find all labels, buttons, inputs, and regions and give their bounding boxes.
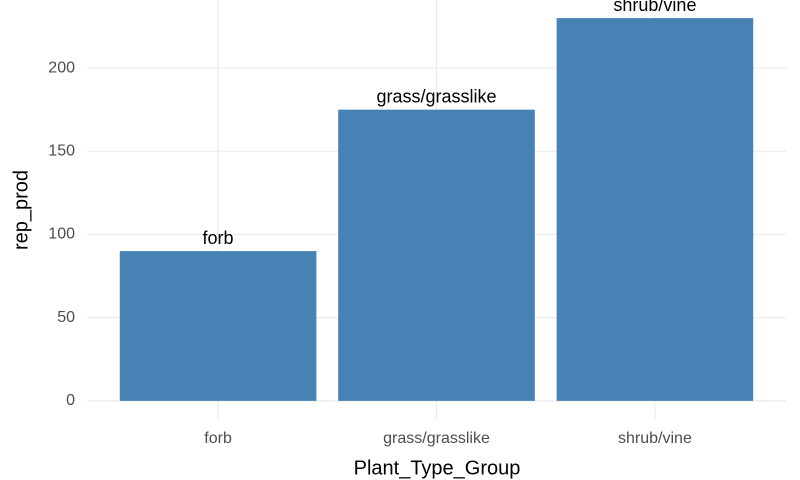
y-tick-label: 150 <box>48 142 75 159</box>
y-tick-label: 50 <box>57 309 75 326</box>
bar <box>338 109 535 401</box>
y-tick-label: 100 <box>48 226 75 243</box>
x-axis-title: Plant_Type_Group <box>354 457 521 479</box>
y-tick-label: 200 <box>48 59 75 76</box>
bar <box>556 18 754 401</box>
data-label: forb <box>203 228 234 248</box>
x-tick-label: forb <box>204 430 232 447</box>
x-tick-label: shrub/vine <box>618 430 692 447</box>
x-tick-label: grass/grasslike <box>383 430 490 447</box>
y-tick-label: 0 <box>66 392 75 409</box>
y-axis-title: rep_prod <box>10 170 32 250</box>
data-label: grass/grasslike <box>376 86 496 106</box>
bar <box>119 251 317 401</box>
data-label: shrub/vine <box>613 0 696 15</box>
